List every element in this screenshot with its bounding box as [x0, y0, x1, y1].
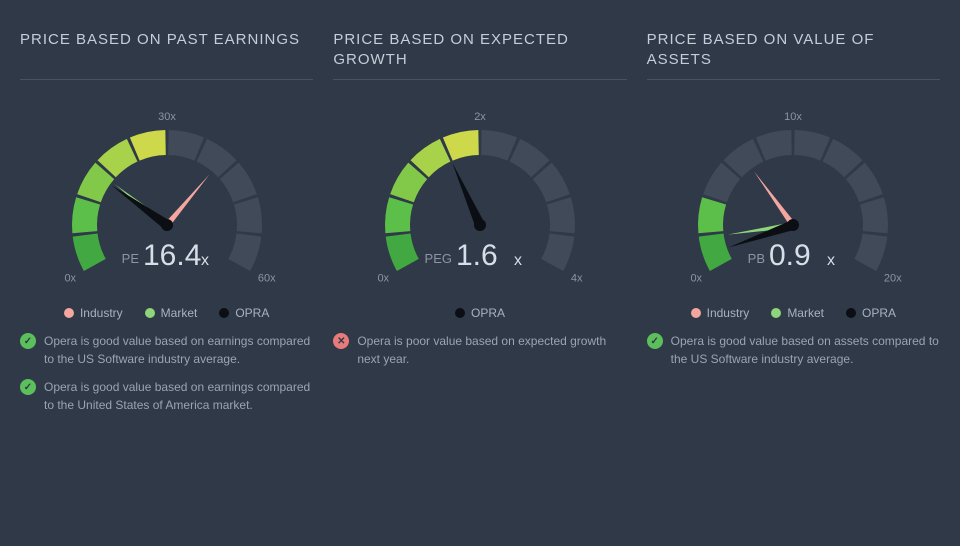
needle-industry	[164, 174, 209, 226]
notes: ✓ Opera is good value based on assets com…	[647, 332, 940, 368]
gauge-segment	[228, 234, 261, 272]
panel-2: PRICE BASED ON VALUE OF ASSETS 0x 10x 20x PB…	[647, 30, 940, 424]
metric-label: PB	[748, 251, 765, 266]
gauge: 0x 10x 20x PB 0.9 x	[647, 100, 940, 310]
gauge-tick-label: 10x	[784, 111, 802, 123]
needle-opra	[452, 163, 484, 227]
note: ✓ Opera is good value based on assets com…	[647, 332, 940, 368]
cross-icon: ✕	[333, 333, 349, 349]
metric-label: PE	[121, 251, 139, 266]
note: ✕ Opera is poor value based on expected g…	[333, 332, 626, 368]
gauge-tick-label: 2x	[474, 111, 486, 123]
gauge-segment	[386, 234, 419, 272]
gauge: 0x 30x 60x PE 16.4x	[20, 100, 313, 310]
metric-suffix: x	[201, 252, 209, 269]
gauge-tick-label: 30x	[158, 111, 176, 123]
gauge-segment	[72, 197, 100, 233]
note-text: Opera is good value based on assets comp…	[671, 332, 940, 368]
gauge-segment	[168, 130, 204, 161]
gauge-tick-label: 0x	[64, 273, 76, 285]
gauge-segment	[234, 197, 262, 233]
gauge-segment	[72, 234, 105, 272]
needle-industry	[755, 172, 796, 227]
gauge-segment	[481, 130, 517, 161]
gauge-segment	[699, 234, 732, 272]
gauge-hub	[474, 219, 486, 231]
panels-row: PRICE BASED ON PAST EARNINGS 0x 30x 60x PE 16…	[0, 0, 960, 424]
gauge-segment	[541, 234, 574, 272]
panel-0: PRICE BASED ON PAST EARNINGS 0x 30x 60x PE 16…	[20, 30, 313, 424]
metric-label: PEG	[425, 251, 452, 266]
note-text: Opera is poor value based on expected gr…	[357, 332, 626, 368]
gauge: 0x 2x 4x PEG 1.6 x	[333, 100, 626, 310]
check-icon: ✓	[647, 333, 663, 349]
gauge-segment	[547, 197, 575, 233]
gauge-hub	[787, 219, 799, 231]
gauge-segment	[756, 130, 792, 161]
note-text: Opera is good value based on earnings co…	[44, 332, 313, 368]
gauge-segment	[130, 130, 166, 161]
metric-value: 1.6	[456, 239, 498, 272]
gauge-segment	[855, 234, 888, 272]
needle-opra	[111, 185, 169, 229]
gauge-segment	[443, 130, 479, 161]
gauge-tick-label: 0x	[691, 273, 703, 285]
metric-suffix: x	[827, 252, 835, 269]
check-icon: ✓	[20, 379, 36, 395]
panel-title: PRICE BASED ON VALUE OF ASSETS	[647, 30, 940, 80]
gauge-segment	[860, 197, 888, 233]
gauge-hub	[161, 219, 173, 231]
gauge-tick-label: 60x	[258, 273, 276, 285]
gauge-tick-label: 20x	[884, 273, 902, 285]
panel-title: PRICE BASED ON EXPECTED GROWTH	[333, 30, 626, 80]
gauge-tick-label: 4x	[571, 273, 583, 285]
gauge-segment	[795, 130, 831, 161]
gauge-segment	[385, 197, 413, 233]
panel-1: PRICE BASED ON EXPECTED GROWTH 0x 2x 4x PEG 1…	[333, 30, 626, 424]
gauge-tick-label: 0x	[377, 273, 389, 285]
notes: ✓ Opera is good value based on earnings c…	[20, 332, 313, 414]
metric-value: 0.9	[769, 239, 811, 272]
metric-value: 16.4	[143, 239, 201, 272]
note-text: Opera is good value based on earnings co…	[44, 378, 313, 414]
gauge-segment	[698, 197, 726, 233]
note: ✓ Opera is good value based on earnings c…	[20, 378, 313, 414]
notes: ✕ Opera is poor value based on expected g…	[333, 332, 626, 368]
metric-suffix: x	[514, 252, 522, 269]
note: ✓ Opera is good value based on earnings c…	[20, 332, 313, 368]
check-icon: ✓	[20, 333, 36, 349]
panel-title: PRICE BASED ON PAST EARNINGS	[20, 30, 313, 80]
